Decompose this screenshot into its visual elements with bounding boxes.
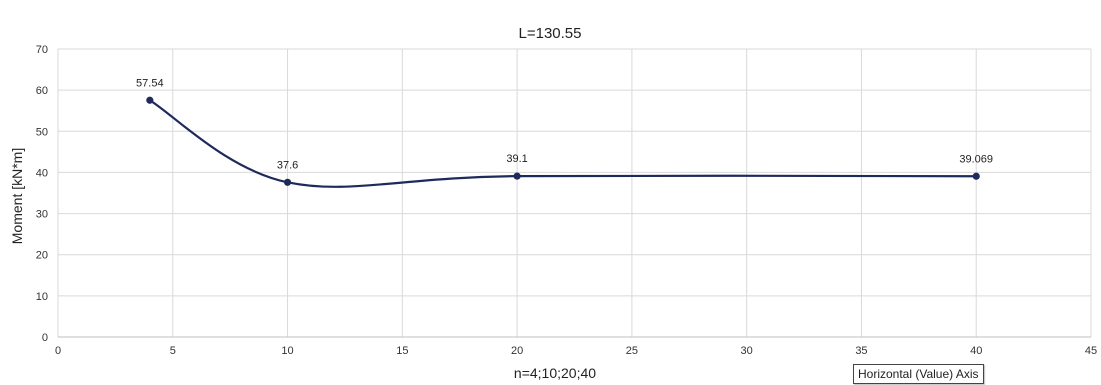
data-label: 57.54 xyxy=(136,77,164,89)
x-tick-label: 25 xyxy=(626,345,638,357)
x-tick-label: 5 xyxy=(170,345,176,357)
x-tick-label: 40 xyxy=(970,345,982,357)
x-tick-label: 30 xyxy=(741,345,753,357)
y-tick-label: 50 xyxy=(36,126,48,138)
axes: 0 5 10 15 20 25 30 35 40 45 0 10 20 30 40 50 60 70 xyxy=(36,44,1097,357)
series-layer xyxy=(146,96,980,188)
x-tick-label: 0 xyxy=(55,345,61,357)
y-tick-label: 10 xyxy=(36,291,48,303)
y-tick-label: 60 xyxy=(36,85,48,97)
x-tick-label: 20 xyxy=(511,345,523,357)
x-tick-label: 10 xyxy=(281,345,293,357)
data-point xyxy=(146,96,154,104)
data-point xyxy=(972,172,980,180)
gridlines xyxy=(57,48,1092,338)
x-tick-label: 45 xyxy=(1085,345,1097,357)
data-point xyxy=(283,178,292,186)
data-label: 37.6 xyxy=(277,159,298,171)
chart-title: L=130.55 xyxy=(519,25,582,42)
y-tick-label: 40 xyxy=(36,167,48,179)
y-axis-title: Moment [kN*m] xyxy=(9,148,25,244)
y-tick-label: 70 xyxy=(36,44,48,56)
data-label: 39.1 xyxy=(506,153,527,165)
x-tick-label: 15 xyxy=(396,345,408,357)
data-point xyxy=(513,172,521,180)
data-labels: 57.54 37.6 39.1 39.069 xyxy=(136,77,993,171)
series-line xyxy=(149,99,977,188)
y-tick-label: 30 xyxy=(36,209,48,221)
y-tick-label: 20 xyxy=(36,250,48,262)
x-axis-title: n=4;10;20;40 xyxy=(514,365,596,381)
data-label: 39.069 xyxy=(959,153,993,165)
y-tick-label: 0 xyxy=(42,332,48,344)
axis-tooltip: Horizontal (Value) Axis xyxy=(853,364,984,384)
x-tick-label: 35 xyxy=(855,345,867,357)
